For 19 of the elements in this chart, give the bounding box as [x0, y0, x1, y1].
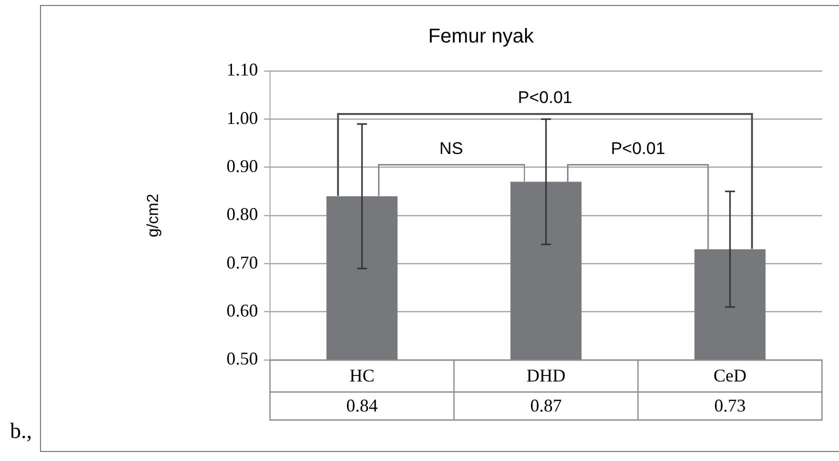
y-tick-label: 0.50: [226, 348, 258, 369]
x-tick-label: DHD: [526, 366, 566, 386]
x-tick-label: HC: [349, 366, 375, 386]
data-label: 0.84: [346, 396, 378, 416]
data-label: 0.73: [714, 396, 746, 416]
y-tick-label: 1.10: [226, 60, 258, 80]
x-tick-label: CeD: [714, 366, 746, 386]
chart-title: Femur nyak: [428, 26, 535, 48]
y-tick-label: 0.90: [226, 156, 258, 176]
text: b.,: [10, 418, 32, 444]
annotation: P<0.01: [610, 138, 666, 159]
y-tick-label: 0.80: [226, 204, 258, 224]
data-label: 0.87: [530, 396, 562, 416]
annotation: NS: [439, 138, 464, 159]
annotation: P<0.01: [518, 88, 572, 108]
y-tick-label: 0.60: [226, 300, 258, 321]
y-tick-label: 1.00: [226, 108, 258, 128]
y-tick-label: 0.70: [226, 252, 258, 272]
y-axis-title: g/cm2: [145, 194, 162, 238]
